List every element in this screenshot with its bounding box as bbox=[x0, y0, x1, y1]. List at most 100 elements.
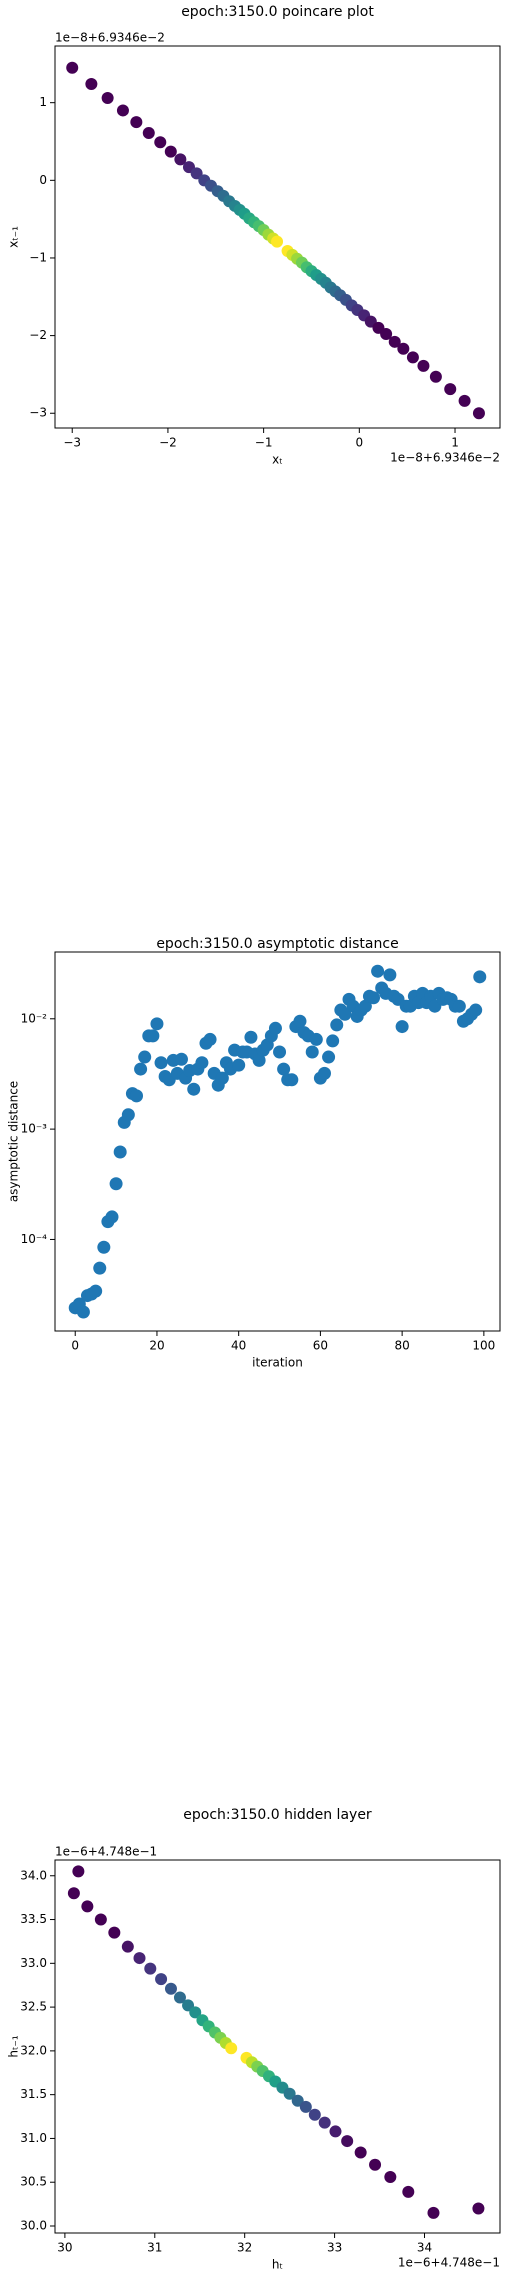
point bbox=[444, 383, 457, 396]
point bbox=[130, 116, 143, 129]
y-tick-label: 30.5 bbox=[20, 2175, 47, 2189]
point bbox=[429, 370, 442, 383]
chart-title: epoch:3150.0 asymptotic distance bbox=[156, 936, 398, 952]
point bbox=[121, 1108, 135, 1122]
point bbox=[244, 1030, 258, 1044]
x-axis-label: hₜ bbox=[272, 2258, 283, 2269]
point bbox=[174, 153, 187, 166]
point bbox=[371, 964, 385, 978]
point bbox=[277, 1062, 291, 1076]
point bbox=[190, 167, 203, 180]
x-tick-label: −3 bbox=[63, 436, 81, 450]
point bbox=[164, 145, 177, 158]
x-tick-label: 0 bbox=[356, 436, 364, 450]
y-axis-label: xₜ₋₁ bbox=[7, 226, 21, 248]
x-tick-label: −1 bbox=[255, 436, 273, 450]
point bbox=[155, 1973, 168, 1986]
points bbox=[67, 1865, 485, 2219]
point bbox=[329, 2125, 342, 2138]
point bbox=[89, 1284, 103, 1298]
axes-frame bbox=[54, 45, 501, 429]
x-offset: 1e−8+6.9346e−2 bbox=[390, 451, 500, 465]
point bbox=[406, 351, 419, 364]
point bbox=[121, 1940, 134, 1953]
point bbox=[341, 2135, 354, 2148]
point bbox=[189, 2006, 202, 2019]
point bbox=[402, 2185, 415, 2198]
point bbox=[318, 2116, 331, 2129]
x-axis-label: xₜ bbox=[272, 453, 283, 467]
point bbox=[330, 1018, 344, 1032]
point bbox=[85, 78, 98, 91]
point bbox=[309, 1032, 323, 1046]
point bbox=[142, 126, 155, 139]
point bbox=[473, 970, 487, 984]
x-tick-label: 80 bbox=[394, 1339, 409, 1353]
point bbox=[317, 1066, 331, 1080]
y-tick-label: 33.0 bbox=[20, 1956, 47, 1970]
point bbox=[101, 92, 114, 105]
x-tick-label: 31 bbox=[147, 2241, 162, 2255]
point bbox=[417, 359, 430, 372]
point bbox=[472, 2202, 485, 2215]
point bbox=[395, 1020, 409, 1034]
point bbox=[358, 999, 372, 1013]
y-tick-label: 0 bbox=[39, 173, 47, 187]
point bbox=[299, 2100, 312, 2113]
point bbox=[268, 1021, 282, 1035]
x-tick-label: 20 bbox=[149, 1339, 164, 1353]
point bbox=[388, 335, 401, 348]
point bbox=[97, 1240, 111, 1254]
axes-frame bbox=[54, 951, 501, 1332]
point bbox=[384, 2170, 397, 2183]
y-tick-label: −3 bbox=[29, 406, 47, 420]
point bbox=[367, 991, 381, 1005]
point bbox=[154, 1056, 168, 1070]
point bbox=[369, 2158, 382, 2171]
y-tick-label: 10⁻³ bbox=[21, 1122, 48, 1136]
point bbox=[380, 328, 393, 341]
y-tick-label: 32.0 bbox=[20, 2043, 47, 2057]
point bbox=[452, 999, 466, 1013]
y-axis-label: hₜ₋₁ bbox=[7, 2035, 21, 2057]
x-tick-label: 0 bbox=[71, 1339, 79, 1353]
chart-title: epoch:3150.0 hidden layer bbox=[183, 1807, 372, 1823]
y-tick-label: 30.0 bbox=[20, 2218, 47, 2232]
chart-title: epoch:3150.0 poincare plot bbox=[181, 4, 374, 20]
point bbox=[144, 1962, 157, 1975]
point bbox=[133, 1952, 146, 1965]
point bbox=[138, 1050, 152, 1064]
point bbox=[109, 1177, 123, 1191]
point bbox=[326, 1034, 340, 1048]
point bbox=[458, 394, 471, 407]
point bbox=[164, 1982, 177, 1995]
point bbox=[472, 407, 485, 420]
point bbox=[113, 1145, 127, 1159]
y-tick-label: 32.5 bbox=[20, 2000, 47, 2014]
point bbox=[187, 1082, 201, 1096]
point bbox=[150, 1017, 164, 1031]
point bbox=[232, 1058, 246, 1072]
point bbox=[293, 1014, 307, 1028]
x-axis-label: iteration bbox=[252, 1356, 303, 1370]
point bbox=[67, 1887, 80, 1900]
x-tick-label: 1 bbox=[451, 436, 459, 450]
y-tick-label: 31.5 bbox=[20, 2087, 47, 2101]
point bbox=[252, 1053, 266, 1067]
y-tick-label: 10⁻⁴ bbox=[21, 1232, 48, 1246]
point bbox=[195, 1056, 209, 1070]
y-axis-label: asymptotic distance bbox=[7, 1081, 21, 1202]
point bbox=[215, 1071, 229, 1085]
point bbox=[93, 1261, 107, 1275]
x-tick-label: 40 bbox=[231, 1339, 246, 1353]
point bbox=[308, 2108, 321, 2121]
x-tick-label: 34 bbox=[417, 2241, 432, 2255]
x-tick-label: 30 bbox=[57, 2241, 72, 2255]
point bbox=[105, 1210, 119, 1224]
y-offset: 1e−6+4.748e−1 bbox=[55, 1845, 157, 1859]
point bbox=[305, 1045, 319, 1059]
point bbox=[174, 1052, 188, 1066]
x-tick-label: 33 bbox=[327, 2241, 342, 2255]
point bbox=[469, 1003, 483, 1017]
